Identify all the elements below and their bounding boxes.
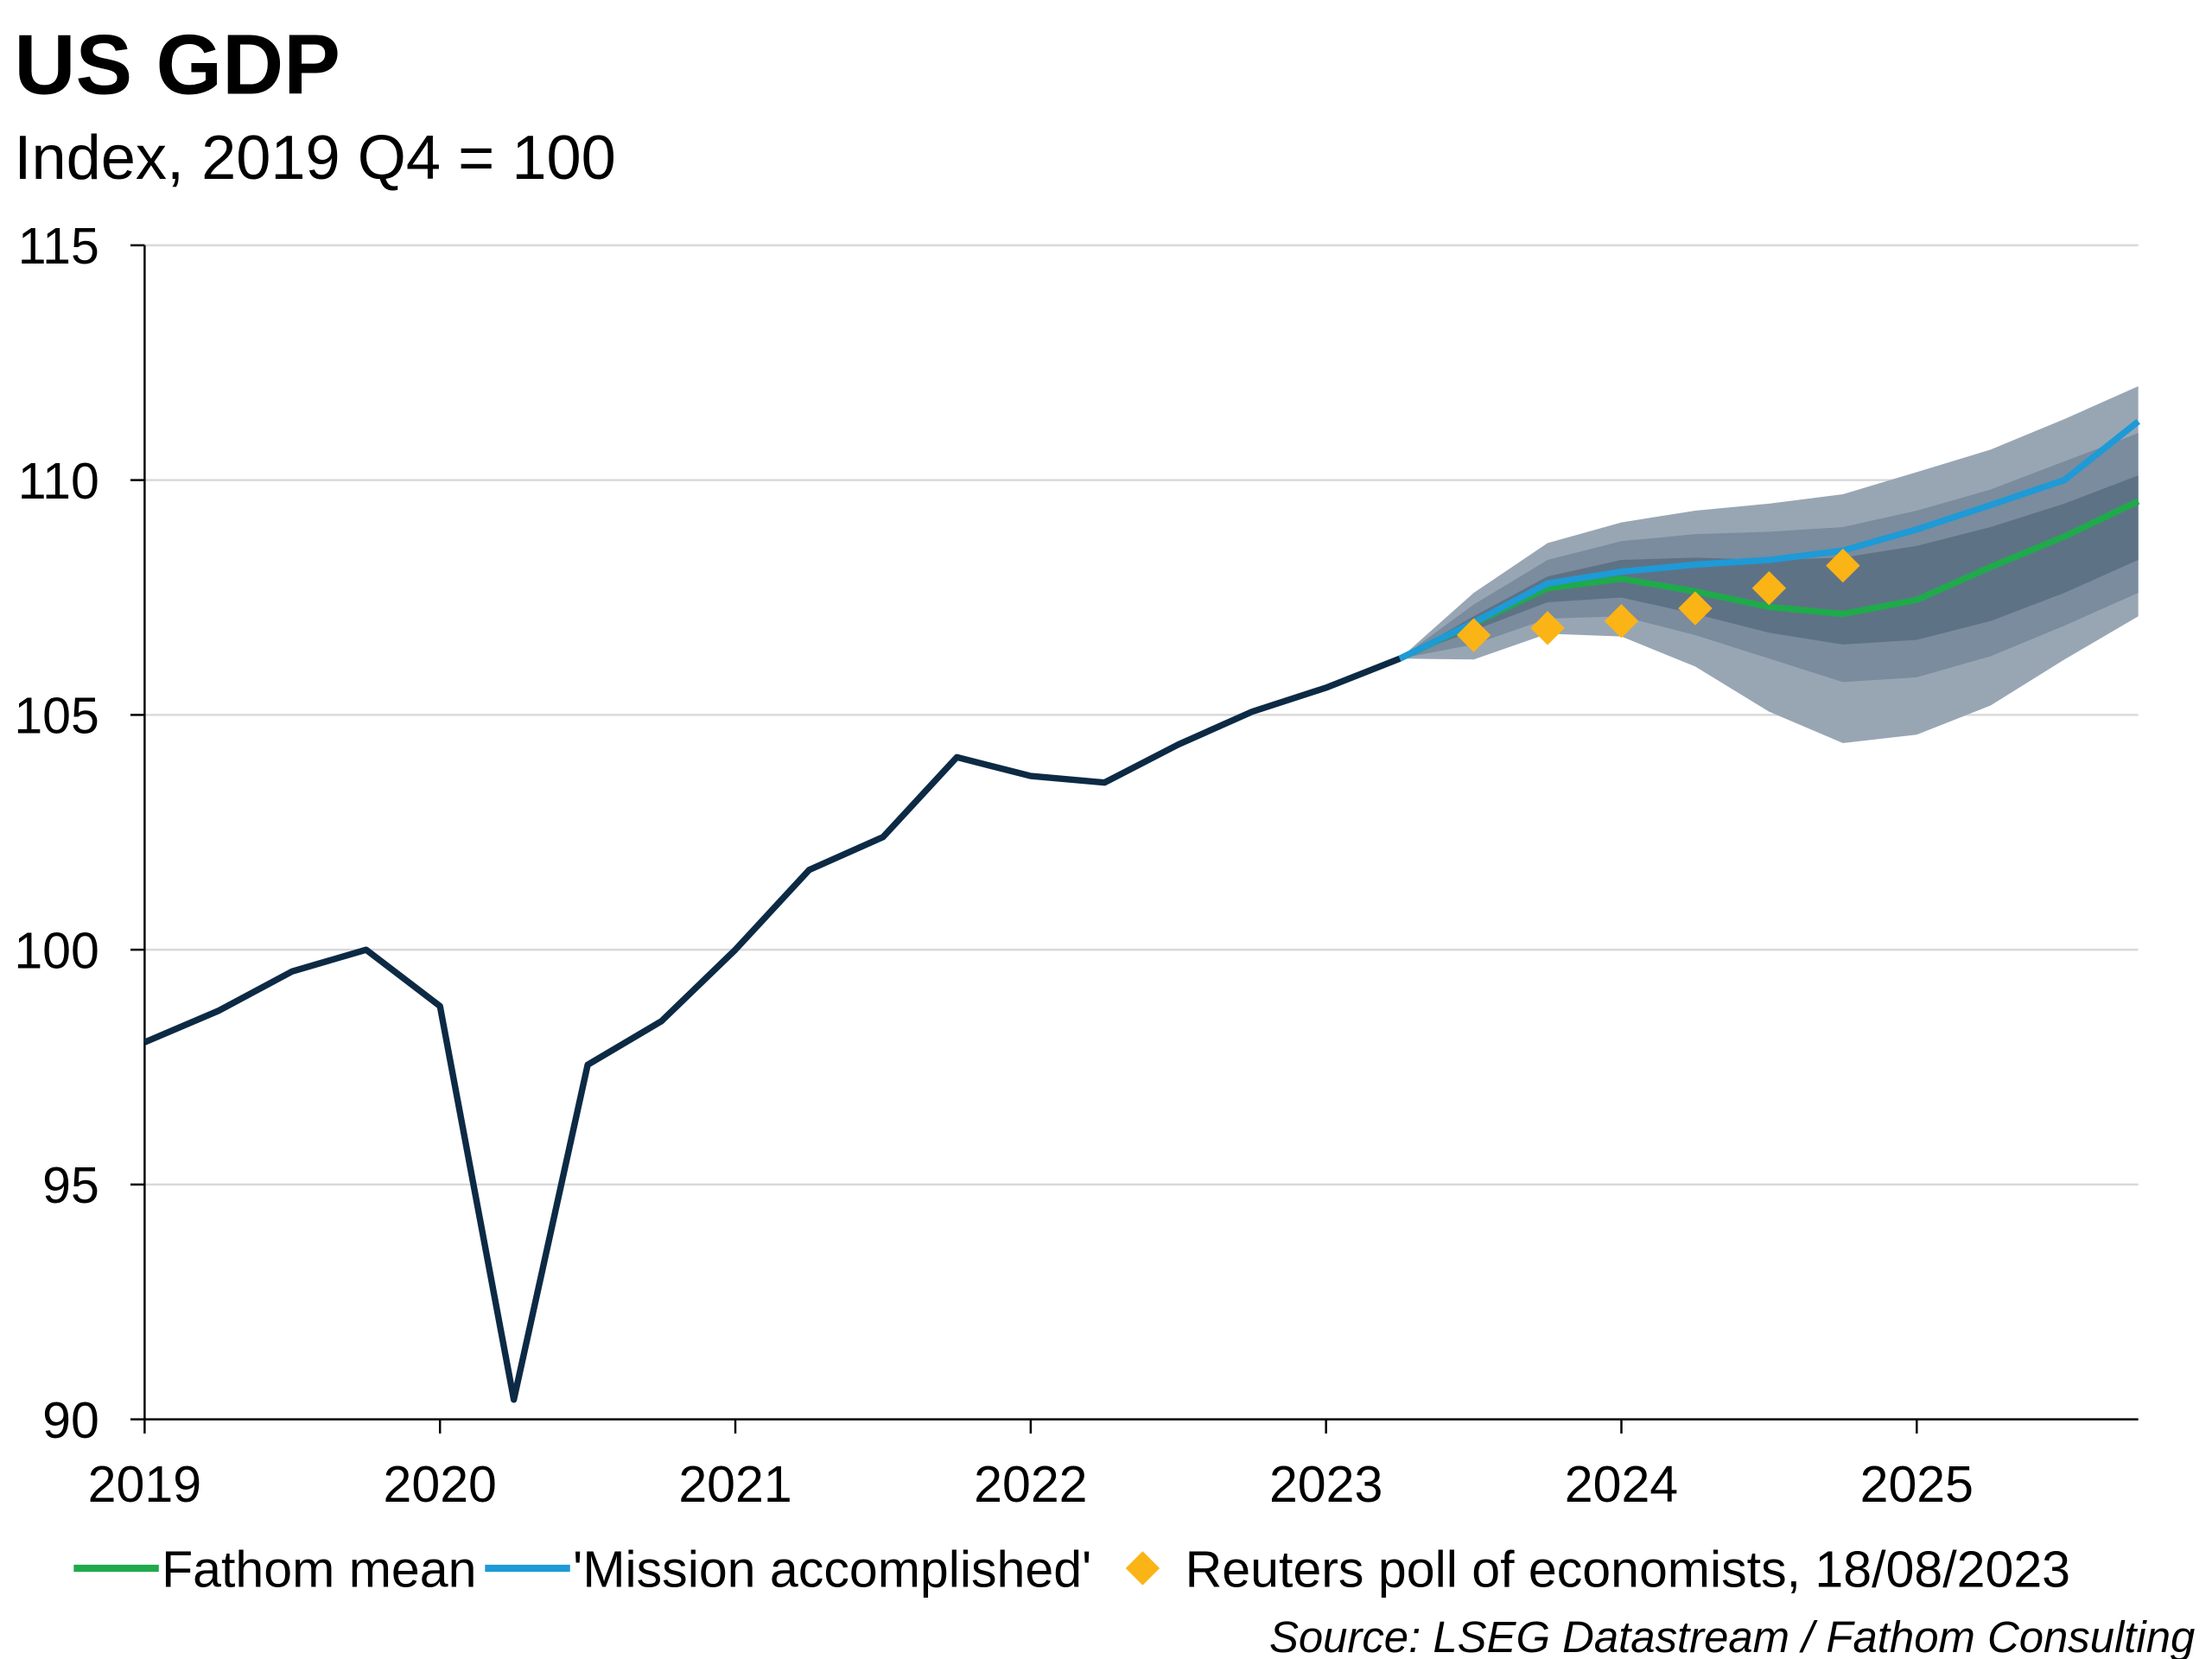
poll-marker <box>1604 604 1639 639</box>
x-tick-label: 2023 <box>1269 1456 1382 1513</box>
poll-marker <box>1456 618 1491 652</box>
series-line <box>143 655 1402 1403</box>
y-tick-label: 115 <box>18 218 99 275</box>
legend-swatch <box>1125 1551 1160 1586</box>
y-tick-label: 105 <box>14 688 99 745</box>
x-tick-label: 2019 <box>88 1456 201 1513</box>
poll-marker <box>1826 548 1860 583</box>
y-tick-label: 110 <box>18 453 99 510</box>
fan-band <box>1400 475 2139 659</box>
y-tick-label: 95 <box>42 1157 99 1214</box>
legend-label: Fathom mean <box>162 1541 476 1598</box>
x-tick-label: 2025 <box>1860 1456 1974 1513</box>
y-tick-label: 90 <box>42 1392 99 1449</box>
chart-subtitle: Index, 2019 Q4 = 100 <box>14 124 615 193</box>
poll-marker <box>1751 570 1787 606</box>
x-tick-label: 2021 <box>678 1456 791 1513</box>
x-tick-label: 2024 <box>1565 1456 1678 1513</box>
poll-marker <box>1530 611 1565 645</box>
x-tick-label: 2022 <box>974 1456 1087 1513</box>
y-tick-label: 100 <box>14 922 99 979</box>
legend-label: 'Mission accomplished' <box>573 1541 1091 1598</box>
chart-title: US GDP <box>14 16 340 111</box>
source: Source: LSEG Datastream / Fathom Consult… <box>1269 1612 2195 1659</box>
poll-marker <box>1678 591 1713 626</box>
legend-label: Reuters poll of economists, 18/08/2023 <box>1185 1541 2070 1598</box>
x-tick-label: 2020 <box>384 1456 497 1513</box>
series-line <box>1398 418 2140 662</box>
